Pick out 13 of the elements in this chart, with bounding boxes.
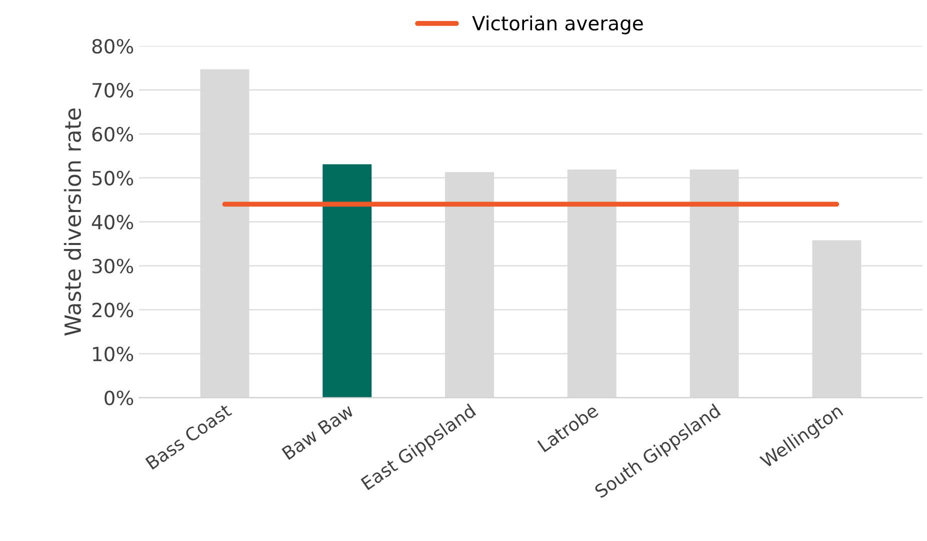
y-tick-label: 10% bbox=[93, 346, 134, 362]
y-tick-label: 80% bbox=[92, 38, 134, 54]
y-axis-title: Waste diversion rate bbox=[64, 108, 82, 336]
y-tick-label: 50% bbox=[92, 170, 134, 186]
y-tick-label: 70% bbox=[92, 82, 134, 98]
x-tick-label: Baw Baw bbox=[282, 403, 355, 460]
y-tick-label: 30% bbox=[92, 258, 134, 274]
legend-label: Victorian average bbox=[472, 16, 643, 34]
y-tick-label: 20% bbox=[92, 302, 134, 318]
y-tick-label: 60% bbox=[92, 126, 134, 142]
y-tick-label: 0% bbox=[104, 390, 134, 406]
bar bbox=[322, 164, 372, 398]
y-tick-label: 40% bbox=[92, 214, 134, 230]
